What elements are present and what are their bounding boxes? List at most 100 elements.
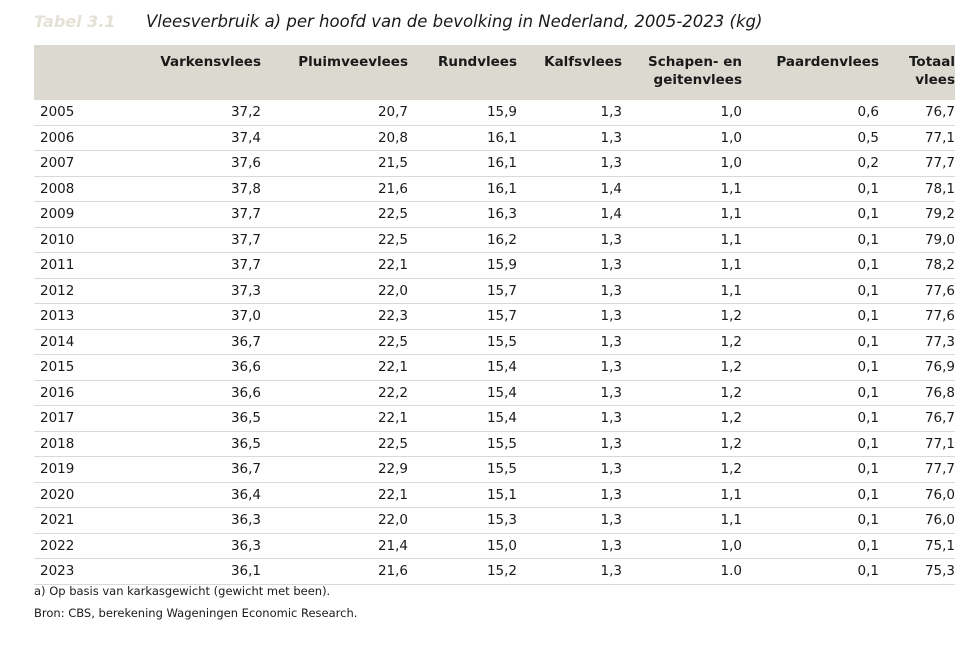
value-cell: 1,2 [622, 380, 742, 406]
value-cell: 79,0 [879, 227, 955, 253]
value-cell: 1,3 [517, 354, 622, 381]
value-cell: 15,4 [408, 405, 517, 432]
table-body: 2005 37,2 20,7 15,9 1,3 1,0 0,6 76,7 2006 37,4 20,… [34, 100, 955, 585]
year-cell: 2010 [34, 227, 98, 253]
table-row: 2009 37,7 22,5 16,3 1,4 1,1 0,1 79,2 [34, 201, 955, 228]
value-cell: 1,3 [517, 100, 622, 126]
year-cell: 2009 [34, 201, 98, 228]
value-cell: 21,5 [261, 150, 408, 177]
value-cell: 76,7 [879, 405, 955, 432]
year-cell: 2018 [34, 431, 98, 457]
value-cell: 36,7 [98, 456, 261, 483]
value-cell: 36,3 [98, 533, 261, 559]
table-row: 2015 36,6 22,1 15,4 1,3 1,2 0,1 76,9 [34, 354, 955, 381]
value-cell: 1,3 [517, 405, 622, 432]
value-cell: 1,3 [517, 507, 622, 534]
value-cell: 1,2 [622, 456, 742, 483]
value-cell: 1,3 [517, 278, 622, 304]
value-cell: 22,9 [261, 456, 408, 483]
table-row: 2023 36,1 21,6 15,2 1,3 1.0 0,1 75,3 [34, 558, 955, 585]
table-row: 2022 36,3 21,4 15,0 1,3 1,0 0,1 75,1 [34, 533, 955, 559]
value-cell: 22,1 [261, 405, 408, 432]
value-cell: 20,8 [261, 125, 408, 151]
value-cell: 15,9 [408, 100, 517, 126]
value-cell: 22,5 [261, 329, 408, 355]
value-cell: 16,3 [408, 201, 517, 228]
value-cell: 37,3 [98, 278, 261, 304]
value-cell: 1,2 [622, 354, 742, 381]
table-row: 2016 36,6 22,2 15,4 1,3 1,2 0,1 76,8 [34, 380, 955, 406]
value-cell: 0,6 [742, 100, 879, 126]
value-cell: 1,1 [622, 176, 742, 202]
value-cell: 37,2 [98, 100, 261, 126]
value-cell: 78,2 [879, 252, 955, 279]
table-row: 2020 36,4 22,1 15,1 1,3 1,1 0,1 76,0 [34, 482, 955, 508]
table-row: 2021 36,3 22,0 15,3 1,3 1,1 0,1 76,0 [34, 507, 955, 534]
value-cell: 1,3 [517, 558, 622, 585]
value-cell: 16,1 [408, 176, 517, 202]
value-cell: 1,3 [517, 380, 622, 406]
value-cell: 1,1 [622, 227, 742, 253]
value-cell: 1,1 [622, 482, 742, 508]
value-cell: 36,7 [98, 329, 261, 355]
value-cell: 77,6 [879, 303, 955, 330]
value-cell: 15,7 [408, 303, 517, 330]
value-cell: 1,3 [517, 482, 622, 508]
value-cell: 22,3 [261, 303, 408, 330]
value-cell: 22,2 [261, 380, 408, 406]
value-cell: 37,0 [98, 303, 261, 330]
table-row: 2010 37,7 22,5 16,2 1,3 1,1 0,1 79,0 [34, 227, 955, 253]
value-cell: 1,2 [622, 405, 742, 432]
value-cell: 36,5 [98, 431, 261, 457]
value-cell: 77,6 [879, 278, 955, 304]
value-cell: 1,3 [517, 150, 622, 177]
year-cell: 2017 [34, 405, 98, 432]
value-cell: 22,0 [261, 507, 408, 534]
value-cell: 15,4 [408, 354, 517, 381]
column-header [34, 45, 98, 100]
year-cell: 2016 [34, 380, 98, 406]
value-cell: 1.0 [622, 558, 742, 585]
year-cell: 2023 [34, 558, 98, 585]
value-cell: 0,1 [742, 252, 879, 279]
value-cell: 1,3 [517, 329, 622, 355]
value-cell: 0,1 [742, 329, 879, 355]
column-header: Pluimveevlees [298, 54, 408, 70]
value-cell: 37,4 [98, 125, 261, 151]
value-cell: 36,3 [98, 507, 261, 534]
value-cell: 20,7 [261, 100, 408, 126]
value-cell: 1,3 [517, 252, 622, 279]
value-cell: 22,1 [261, 354, 408, 381]
value-cell: 1,3 [517, 456, 622, 483]
year-cell: 2013 [34, 303, 98, 330]
value-cell: 76,9 [879, 354, 955, 381]
value-cell: 1,1 [622, 252, 742, 279]
year-cell: 2021 [34, 507, 98, 534]
table-row: 2006 37,4 20,8 16,1 1,3 1,0 0,5 77,1 [34, 125, 955, 151]
value-cell: 1,0 [622, 125, 742, 151]
year-cell: 2006 [34, 125, 98, 151]
value-cell: 21,6 [261, 176, 408, 202]
value-cell: 37,8 [98, 176, 261, 202]
value-cell: 22,1 [261, 482, 408, 508]
value-cell: 37,6 [98, 150, 261, 177]
value-cell: 37,7 [98, 227, 261, 253]
value-cell: 1,0 [622, 100, 742, 126]
year-cell: 2015 [34, 354, 98, 381]
value-cell: 22,1 [261, 252, 408, 279]
value-cell: 15,1 [408, 482, 517, 508]
source-note: Bron: CBS, berekening Wageningen Economi… [34, 606, 358, 620]
table-row: 2018 36,5 22,5 15,5 1,3 1,2 0,1 77,1 [34, 431, 955, 457]
table-title: Vleesverbruik a) per hoofd van de bevolk… [146, 12, 763, 31]
value-cell: 15,5 [408, 456, 517, 483]
value-cell: 37,7 [98, 201, 261, 228]
value-cell: 77,3 [879, 329, 955, 355]
year-cell: 2020 [34, 482, 98, 508]
value-cell: 0,1 [742, 354, 879, 381]
table-row: 2012 37,3 22,0 15,7 1,3 1,1 0,1 77,6 [34, 278, 955, 304]
year-cell: 2012 [34, 278, 98, 304]
value-cell: 0,1 [742, 380, 879, 406]
meat-consumption-table: Varkensvlees Pluimveevlees Rundvlees Kal… [34, 45, 955, 585]
year-cell: 2022 [34, 533, 98, 559]
value-cell: 15,5 [408, 431, 517, 457]
